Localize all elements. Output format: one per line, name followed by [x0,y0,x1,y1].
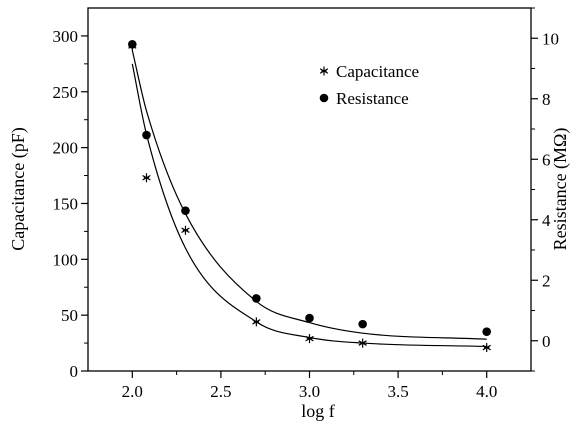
capacitance-point [305,334,314,344]
y-axis-left: 0 50 100 150 200 250 300 [53,27,88,381]
legend-marker-capacitance [319,66,329,76]
y-left-tick-label: 300 [53,27,79,46]
data-markers [128,40,492,353]
y-right-tick-label: 10 [542,29,559,48]
resistance-point [142,130,151,140]
y-right-tick-label: 4 [542,211,551,230]
x-axis-title: log f [301,401,335,421]
x-tick-label: 2.0 [122,382,143,401]
legend-marker-resistance [319,93,329,103]
resistance-point [305,313,314,323]
y-left-tick-label: 150 [53,194,79,213]
y-left-tick-label: 0 [70,362,79,381]
y-right-tick-label: 8 [542,90,551,109]
y-left-tick-label: 50 [61,306,78,325]
legend-label-capacitance: Capacitance [336,62,419,81]
resistance-point [482,327,492,336]
x-axis: 2.0 2.5 3.0 3.5 4.0 [122,371,497,401]
y-left-tick-label: 100 [53,250,79,269]
y-left-tick-label: 250 [53,83,79,102]
legend-circle [319,93,329,103]
resistance-point [181,206,190,215]
y-axis-right-title: Resistance (MΩ) [550,128,571,251]
legend-asterisk [319,66,329,76]
resistance-point [358,319,367,329]
fit-curves [131,50,487,348]
y-left-tick-label: 200 [53,139,79,158]
y-right-tick-label: 0 [542,332,551,351]
capacitance-point [142,173,151,183]
resistance-fit-curve [131,50,487,340]
x-tick-label: 3.0 [299,382,320,401]
y-right-tick-label: 6 [542,150,551,169]
legend-label-resistance: Resistance [336,89,409,108]
resistance-point [252,294,261,303]
resistance-point [128,40,137,49]
capacitance-point [181,225,190,235]
capacitance-fit-curve [131,63,487,348]
legend: Capacitance Resistance [319,62,419,108]
y-right-tick-label: 2 [542,271,551,290]
x-tick-label: 3.5 [387,382,408,401]
capacitance-point [252,317,261,327]
capacitance-point [358,338,367,348]
y-axis-left-title: Capacitance (pF) [8,127,29,250]
x-tick-label: 2.5 [210,382,231,401]
x-tick-label: 4.0 [476,382,497,401]
y-axis-right: 0 2 4 6 8 10 [531,7,559,372]
capacitance-point [482,343,491,353]
